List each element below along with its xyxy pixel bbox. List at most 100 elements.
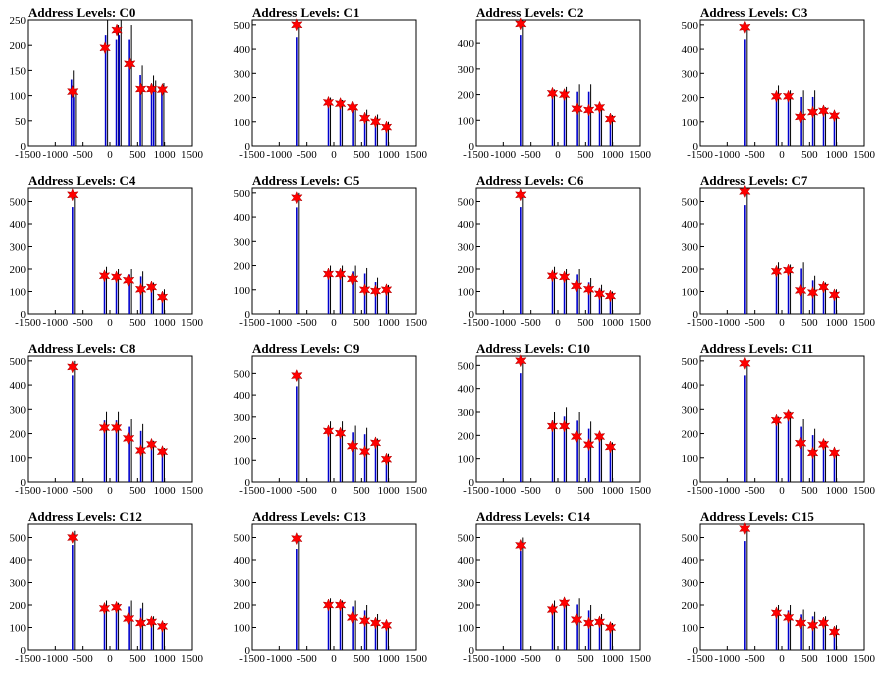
histogram-plot-0: 0 50 100 150 200 250 -1500 -1000 -500 0 500 1000 150… (10, 15, 204, 161)
x-tick-label: 1500 (629, 149, 652, 161)
x-tick-label: -500 (73, 653, 94, 665)
peak-marker (782, 610, 795, 625)
peak-marker (334, 96, 347, 111)
x-tick-label: -1500 (15, 149, 41, 161)
y-tick-label: 400 (10, 380, 27, 392)
y-tick-label: 300 (10, 404, 27, 416)
y-tick-label: 0 (469, 645, 475, 657)
histogram-plot-14: 0 100 200 300 400 500 -1500 -1000 -500 0 500 1000 15… (458, 523, 652, 665)
x-tick-label: 1500 (853, 149, 876, 161)
y-tick-label: 0 (469, 309, 475, 321)
peak-marker (739, 184, 751, 199)
x-tick-label: 0 (331, 653, 337, 665)
x-tick-label: -500 (745, 653, 766, 665)
y-tick-label: 500 (458, 533, 475, 545)
peak-marker (570, 612, 583, 627)
plot-frame (699, 187, 865, 315)
peak-marker (156, 82, 169, 97)
y-tick-label: 250 (10, 15, 27, 27)
y-tick-label: 500 (10, 533, 27, 545)
y-tick-label: 0 (469, 477, 475, 489)
histogram-plot-1: 0 100 200 300 400 500 -1500 -1000 -500 0 500 1000 15… (234, 18, 428, 161)
x-tick-label: -500 (73, 149, 94, 161)
y-tick-label: 300 (682, 404, 699, 416)
peak-marker (134, 282, 147, 296)
x-tick-label: -500 (297, 149, 318, 161)
peak-marker (346, 272, 359, 286)
peak-marker (604, 289, 617, 303)
y-tick-label: 100 (234, 455, 251, 467)
peak-marker (380, 283, 393, 297)
peak-marker (156, 290, 169, 304)
y-tick-label: 200 (458, 90, 475, 102)
peak-marker (67, 530, 79, 545)
y-tick-label: 400 (458, 219, 475, 231)
peak-marker (794, 436, 807, 450)
y-tick-label: 300 (10, 242, 27, 254)
plot-title-7: Address Levels: C7 (700, 173, 808, 188)
peak-marker (739, 356, 751, 370)
peak-marker (98, 269, 111, 283)
x-tick-label: 500 (353, 317, 370, 329)
peak-marker (358, 614, 371, 628)
peak-marker (570, 429, 583, 444)
peak-marker (380, 120, 393, 134)
x-tick-label: 0 (331, 317, 337, 329)
y-tick-label: 200 (458, 264, 475, 276)
histogram-plot-11: 0 100 200 300 400 500 -1500 -1000 -500 0 500 1000 15… (682, 355, 876, 497)
y-tick-label: 500 (682, 356, 699, 368)
y-tick-label: 100 (234, 117, 251, 129)
y-tick-label: 100 (682, 287, 699, 299)
peak-marker (122, 611, 135, 626)
peak-marker (794, 283, 807, 298)
x-tick-label: -1000 (42, 149, 68, 161)
y-tick-label: 200 (10, 600, 27, 612)
y-tick-label: 0 (245, 141, 251, 153)
y-tick-label: 150 (10, 65, 27, 77)
peak-marker (145, 437, 158, 452)
plot-title-2: Address Levels: C2 (476, 5, 584, 20)
x-tick-label: -500 (73, 485, 94, 497)
y-tick-label: 200 (234, 93, 251, 105)
histogram-plot-2: 0 100 200 300 400 -1500 -1000 -500 0 500 1000 1500 (458, 17, 652, 161)
y-tick-label: 0 (21, 477, 27, 489)
peak-marker (110, 600, 123, 614)
peak-marker (558, 596, 571, 610)
x-tick-label: 0 (555, 149, 561, 161)
plot-title-14: Address Levels: C14 (476, 509, 590, 524)
x-tick-label: 0 (107, 317, 113, 329)
x-tick-label: 0 (779, 149, 785, 161)
x-tick-label: 500 (801, 485, 818, 497)
x-tick-label: 1500 (405, 485, 428, 497)
y-tick-label: 400 (234, 390, 251, 402)
x-tick-label: 500 (801, 653, 818, 665)
x-tick-label: 1500 (181, 149, 204, 161)
x-tick-label: -1500 (687, 653, 713, 665)
plot-frame (251, 19, 417, 147)
peak-marker (546, 419, 559, 433)
peak-marker (369, 436, 382, 450)
x-tick-label: -1500 (463, 317, 489, 329)
y-tick-label: 100 (10, 287, 27, 299)
plot-title-9: Address Levels: C9 (252, 341, 360, 356)
peak-marker (123, 57, 136, 71)
y-tick-label: 200 (682, 264, 699, 276)
peak-marker (593, 429, 606, 444)
y-tick-label: 400 (682, 219, 699, 231)
y-tick-label: 500 (682, 20, 699, 32)
histogram-plot-8: 0 100 200 300 400 500 -1500 -1000 -500 0 500 1000 15… (10, 355, 204, 497)
peak-marker (828, 109, 841, 123)
y-tick-label: 400 (458, 555, 475, 567)
x-tick-label: -1500 (15, 317, 41, 329)
y-tick-label: 0 (693, 309, 699, 321)
x-tick-label: -1000 (42, 317, 68, 329)
y-tick-label: 500 (234, 188, 251, 200)
x-tick-label: 1000 (826, 653, 849, 665)
x-tick-label: -500 (521, 653, 542, 665)
x-tick-label: 1500 (853, 653, 876, 665)
x-tick-label: 500 (577, 653, 594, 665)
x-tick-label: 500 (353, 149, 370, 161)
peak-marker (770, 413, 783, 427)
peak-marker (770, 264, 783, 278)
